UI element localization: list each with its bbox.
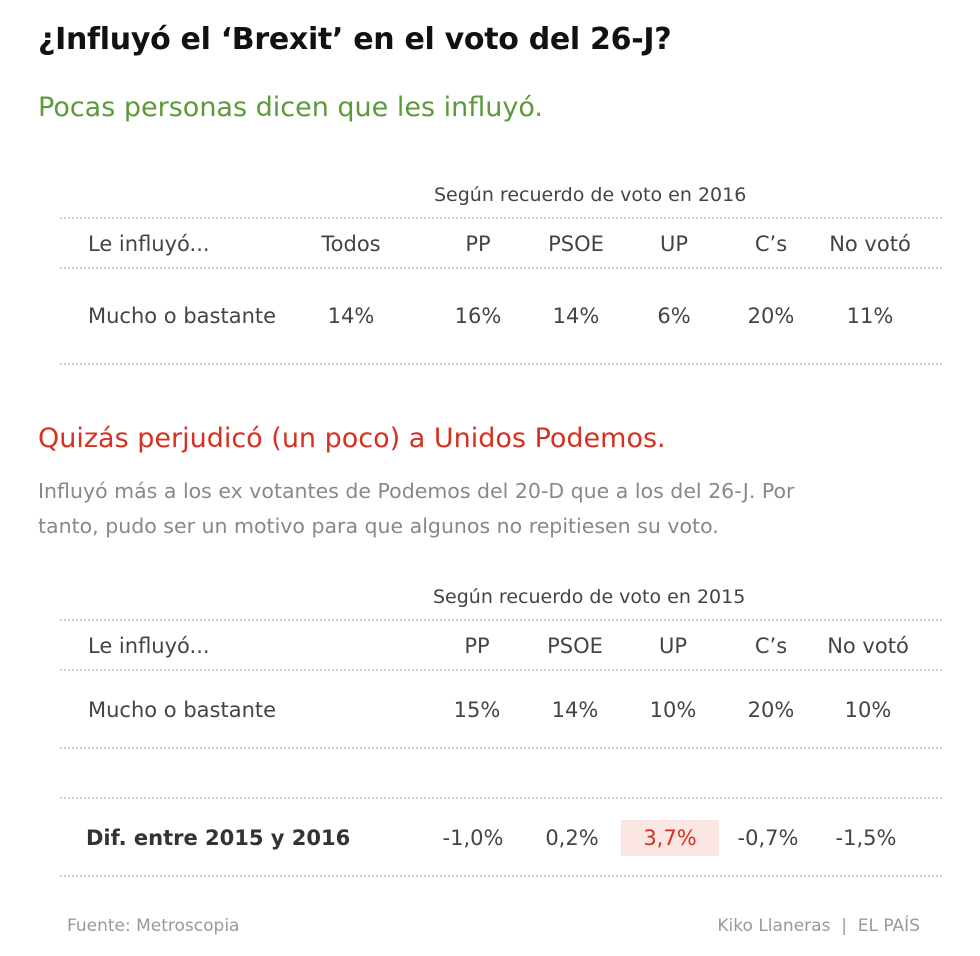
table2-value-up: 10% (649, 698, 697, 722)
table2-diff-label: Dif. entre 2015 y 2016 (86, 826, 351, 850)
table2-col-cs: C’s (754, 634, 788, 658)
table1-value-todos: 14% (327, 304, 375, 328)
table2-divider-diff (60, 797, 942, 799)
table2-caption: Según recuerdo de voto en 2015 (433, 586, 746, 608)
description-text: Influyó más a los ex votantes de Podemos… (38, 479, 795, 538)
table1-divider-top (60, 217, 942, 219)
table1-col-pp: PP (465, 232, 491, 256)
subtitle-finding-1: Pocas personas dicen que les influyó. (38, 92, 543, 123)
table1-divider-bottom (60, 363, 942, 365)
table1-col-novoto: No votó (829, 232, 911, 256)
table1-value-pp: 16% (454, 304, 502, 328)
table1-row-header: Le influyó... (88, 232, 210, 256)
footer-source: Fuente: Metroscopia (67, 916, 240, 936)
table1-value-novoto: 11% (846, 304, 894, 328)
table2-divider-header (60, 669, 942, 671)
table2-diff-pp: -1,0% (442, 826, 504, 850)
table1-value-psoe: 14% (552, 304, 600, 328)
table2-value-pp: 15% (453, 698, 501, 722)
table1-col-todos: Todos (321, 232, 381, 256)
table2-row-header: Le influyó... (88, 634, 210, 658)
table2-col-novoto: No votó (827, 634, 909, 658)
table2-diff-cs: -0,7% (737, 826, 799, 850)
table2-value-psoe: 14% (551, 698, 599, 722)
table2-diff-psoe: 0,2% (545, 826, 599, 850)
footer-credit: Kiko Llaneras | EL PAÍS (717, 916, 920, 936)
table2-col-up: UP (658, 634, 688, 658)
table2-col-pp: PP (464, 634, 490, 658)
table1-col-cs: C’s (754, 232, 788, 256)
table2-diff-up: 3,7% (643, 826, 697, 850)
table1-value-up: 6% (657, 304, 691, 328)
highlight-up-cell (621, 820, 719, 856)
table2-divider-row (60, 747, 942, 749)
table1-col-up: UP (659, 232, 689, 256)
subtitle-finding-2: Quizás perjudicó (un poco) a Unidos Pode… (38, 423, 666, 454)
table1-col-psoe: PSOE (548, 232, 604, 256)
table2-diff-novoto: -1,5% (835, 826, 897, 850)
page-title: ¿Influyó el ‘Brexit’ en el voto del 26-J… (38, 22, 672, 57)
table2-divider-top (60, 619, 942, 621)
table2-value-novoto: 10% (844, 698, 892, 722)
table2-col-psoe: PSOE (547, 634, 603, 658)
table2-row-label: Mucho o bastante (88, 698, 277, 722)
table2-value-cs: 20% (747, 698, 795, 722)
table1-value-cs: 20% (747, 304, 795, 328)
table1-row-label: Mucho o bastante (88, 304, 277, 328)
table2-divider-bottom (60, 875, 942, 877)
table1-divider-header (60, 267, 942, 269)
table1-caption: Según recuerdo de voto en 2016 (434, 184, 747, 206)
